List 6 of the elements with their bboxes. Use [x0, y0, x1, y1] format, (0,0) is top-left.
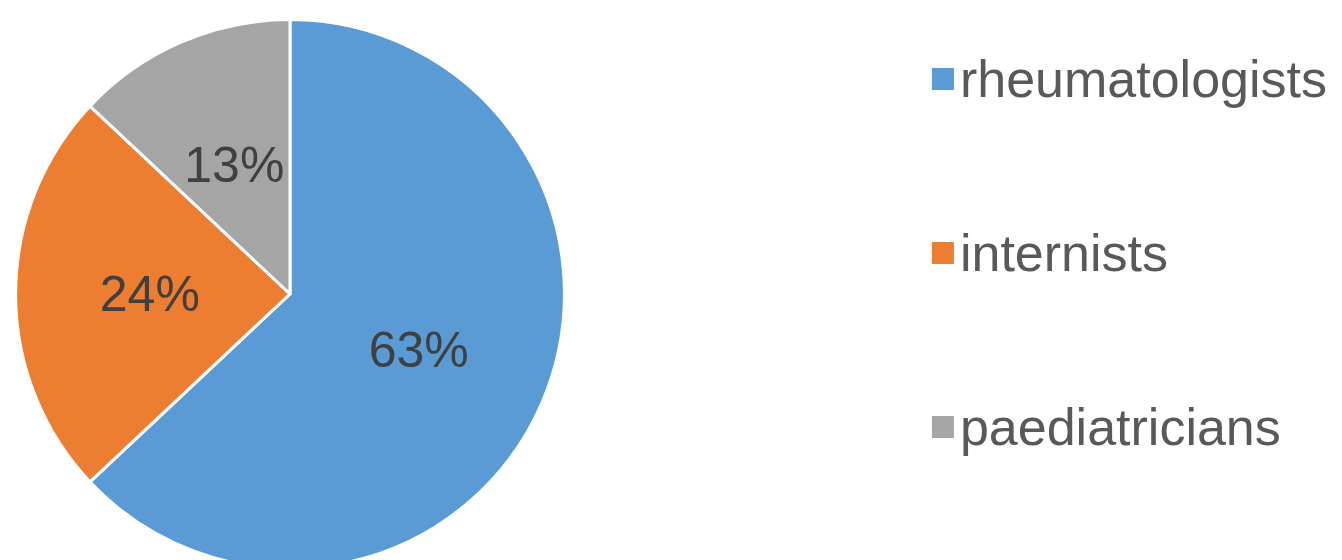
- legend-label: rheumatologists: [959, 50, 1328, 108]
- data-label: 63%: [368, 321, 469, 378]
- legend-label: internists: [959, 224, 1169, 282]
- data-label: 13%: [184, 137, 285, 194]
- legend-label: paediatricians: [959, 398, 1281, 456]
- data-label: 24%: [99, 266, 200, 322]
